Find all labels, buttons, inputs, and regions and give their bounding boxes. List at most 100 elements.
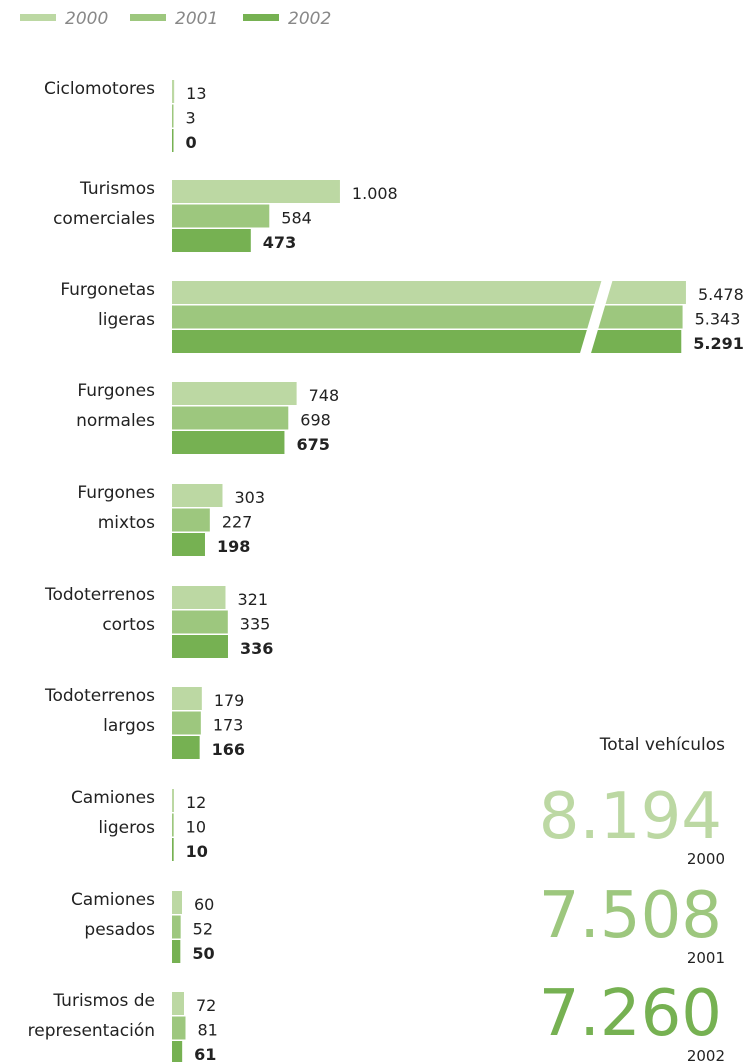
- category-group: Ciclomotores 13 3 0: [44, 79, 207, 152]
- value-label: 173: [213, 716, 244, 735]
- category-group: Furgones normales 748 698 675: [76, 381, 339, 454]
- category-label: Camiones: [71, 890, 155, 910]
- total-year-2002: 2002: [687, 1047, 725, 1062]
- bar-2000: [172, 992, 184, 1015]
- value-label: 748: [309, 386, 340, 405]
- value-label: 227: [222, 513, 253, 532]
- value-label: 321: [237, 590, 268, 609]
- category-group: Camiones ligeros 12 10 10: [71, 788, 208, 861]
- value-label: 336: [240, 639, 273, 658]
- bar-2001: [172, 406, 289, 430]
- bar-2002: [172, 533, 205, 556]
- bar-2001: [172, 915, 181, 939]
- category-label: ligeros: [98, 818, 155, 838]
- value-label: 3: [186, 109, 196, 128]
- legend-label-2002: 2002: [288, 9, 331, 29]
- value-label: 50: [192, 944, 214, 963]
- legend-label-2001: 2001: [175, 9, 218, 29]
- bar-2002: [172, 1041, 183, 1062]
- category-group: Turismos comerciales 1.008 584 473: [53, 179, 398, 252]
- bar-2001: [172, 508, 210, 532]
- value-label: 61: [194, 1045, 216, 1062]
- value-label: 198: [217, 537, 250, 556]
- value-label: 10: [186, 818, 206, 837]
- bar-2002: [172, 330, 682, 353]
- category-label: ligeras: [98, 310, 155, 330]
- category-label: cortos: [102, 615, 155, 635]
- total-year-2001: 2001: [687, 949, 725, 967]
- total-value-2002: 7.260: [539, 977, 722, 1051]
- category-label: Ciclomotores: [44, 79, 155, 99]
- bar-2002: [172, 129, 174, 152]
- value-label: 5.478: [698, 285, 743, 304]
- axis-break-marker: [579, 279, 613, 357]
- bar-2001: [172, 305, 683, 329]
- value-label: 10: [186, 842, 208, 861]
- value-label: 60: [194, 895, 214, 914]
- category-label: Furgonetas: [60, 280, 155, 300]
- value-label: 72: [196, 996, 216, 1015]
- total-value-2000: 8.194: [539, 780, 722, 854]
- category-group: Furgonetas ligeras 5.478 5.343 5.291: [60, 279, 743, 357]
- value-label: 5.343: [695, 310, 741, 329]
- bar-2000: [172, 586, 226, 609]
- bar-2001: [172, 711, 201, 735]
- bar-2002: [172, 940, 181, 963]
- bar-2001: [172, 1016, 186, 1040]
- category-group: Todoterrenos cortos 321 335 336: [44, 585, 273, 658]
- category-label: Furgones: [77, 381, 155, 401]
- category-label: Furgones: [77, 483, 155, 503]
- category-label: Turismos: [79, 179, 155, 199]
- value-label: 5.291: [693, 334, 743, 353]
- bar-2001: [172, 204, 270, 228]
- value-label: 13: [186, 84, 206, 103]
- value-label: 675: [296, 435, 329, 454]
- legend-label-2000: 2000: [65, 9, 108, 29]
- bar-2001: [172, 104, 174, 128]
- bar-2000: [172, 180, 340, 203]
- totals-title: Total vehículos: [599, 735, 725, 755]
- legend-swatch-2002: [243, 14, 279, 21]
- bar-2001: [172, 610, 228, 634]
- bar-2002: [172, 736, 200, 759]
- legend-swatch-2000: [20, 14, 56, 21]
- value-label: 335: [240, 615, 271, 634]
- category-group: Furgones mixtos 303 227 198: [77, 483, 265, 556]
- category-label: normales: [76, 411, 155, 431]
- category-label: largos: [103, 716, 155, 736]
- category-label: Turismos de: [52, 991, 155, 1011]
- bar-2002: [172, 229, 251, 252]
- value-label: 179: [214, 691, 245, 710]
- value-label: 12: [186, 793, 206, 812]
- value-label: 698: [300, 411, 331, 430]
- category-label: representación: [28, 1021, 155, 1041]
- bar-2001: [172, 813, 174, 837]
- category-label: mixtos: [98, 513, 155, 533]
- bar-2000: [172, 687, 202, 710]
- value-label: 473: [263, 233, 296, 252]
- category-group: Camiones pesados 60 52 50: [71, 890, 215, 963]
- bar-2000: [172, 382, 297, 405]
- category-label: comerciales: [53, 209, 155, 229]
- category-label: Todoterrenos: [44, 585, 155, 605]
- bar-2002: [172, 635, 228, 658]
- bar-2000: [172, 789, 174, 812]
- total-value-2001: 7.508: [539, 879, 722, 953]
- value-label: 303: [234, 488, 265, 507]
- legend: 2000 2001 2002: [20, 9, 331, 29]
- category-label: Todoterrenos: [44, 686, 155, 706]
- legend-swatch-2001: [130, 14, 166, 21]
- value-label: 0: [186, 133, 197, 152]
- category-label: Camiones: [71, 788, 155, 808]
- category-group: Turismos de representación 72 81 61: [28, 991, 218, 1062]
- bar-2000: [172, 80, 175, 103]
- value-label: 166: [212, 740, 245, 759]
- bar-2002: [172, 431, 285, 454]
- value-label: 1.008: [352, 184, 398, 203]
- value-label: 81: [197, 1021, 217, 1040]
- bar-2000: [172, 281, 686, 304]
- bar-2000: [172, 891, 182, 914]
- total-year-2000: 2000: [687, 850, 725, 868]
